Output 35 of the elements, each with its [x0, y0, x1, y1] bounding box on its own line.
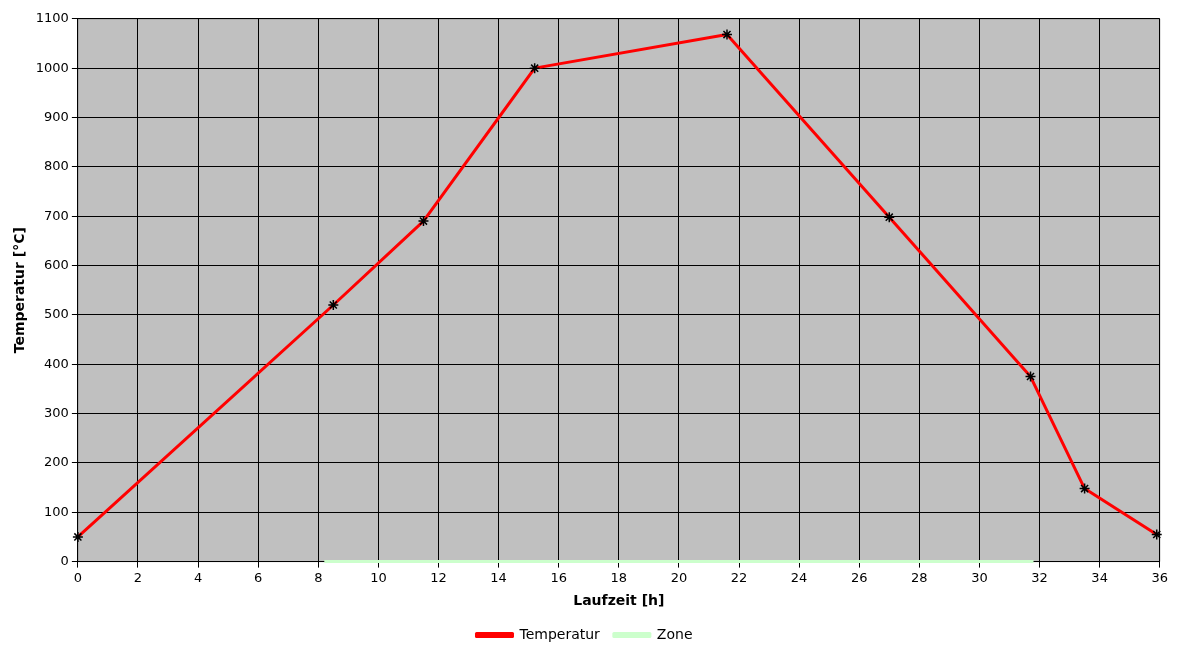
legend-label: Zone	[656, 625, 693, 642]
y-tick-label: 400	[44, 355, 69, 371]
x-tick-label: 18	[610, 569, 628, 585]
x-tick-label: 2	[133, 569, 143, 585]
x-tick-label: 30	[971, 569, 988, 585]
x-tick-label: 8	[314, 569, 323, 585]
x-tick-label: 24	[790, 569, 808, 585]
y-tick-label: 200	[44, 454, 69, 470]
x-axis-title: Laufzeit [h]	[573, 592, 665, 609]
x-tick-label: 10	[370, 569, 387, 585]
legend-label: Temperatur	[518, 625, 601, 642]
x-tick-label: 6	[254, 569, 263, 585]
y-tick-label: 600	[44, 256, 69, 272]
x-tick-label: 20	[670, 569, 688, 585]
y-tick-label: 1000	[35, 59, 69, 75]
x-tick-label: 36	[1151, 569, 1168, 585]
x-tick-label: 34	[1091, 569, 1108, 585]
y-tick-label: 900	[44, 108, 69, 124]
x-tick-label: 14	[490, 569, 507, 585]
x-tick-label: 16	[550, 569, 567, 585]
x-tick-label: 0	[73, 569, 83, 585]
y-tick-label: 1100	[35, 10, 69, 26]
x-tick-label: 32	[1031, 569, 1048, 585]
y-tick-label: 500	[44, 306, 69, 322]
x-tick-label: 28	[911, 569, 928, 585]
y-tick-label: 700	[44, 207, 69, 223]
y-tick-label: 0	[60, 552, 69, 568]
x-tick-label: 4	[193, 569, 203, 585]
y-axis-title: Temperatur [°C]	[11, 227, 28, 354]
y-tick-label: 100	[44, 503, 69, 519]
x-tick-label: 12	[430, 569, 447, 585]
y-tick-label: 300	[44, 404, 69, 420]
y-tick-label: 800	[44, 158, 69, 174]
x-tick-label: 26	[850, 569, 868, 585]
x-tick-label: 22	[730, 569, 748, 585]
